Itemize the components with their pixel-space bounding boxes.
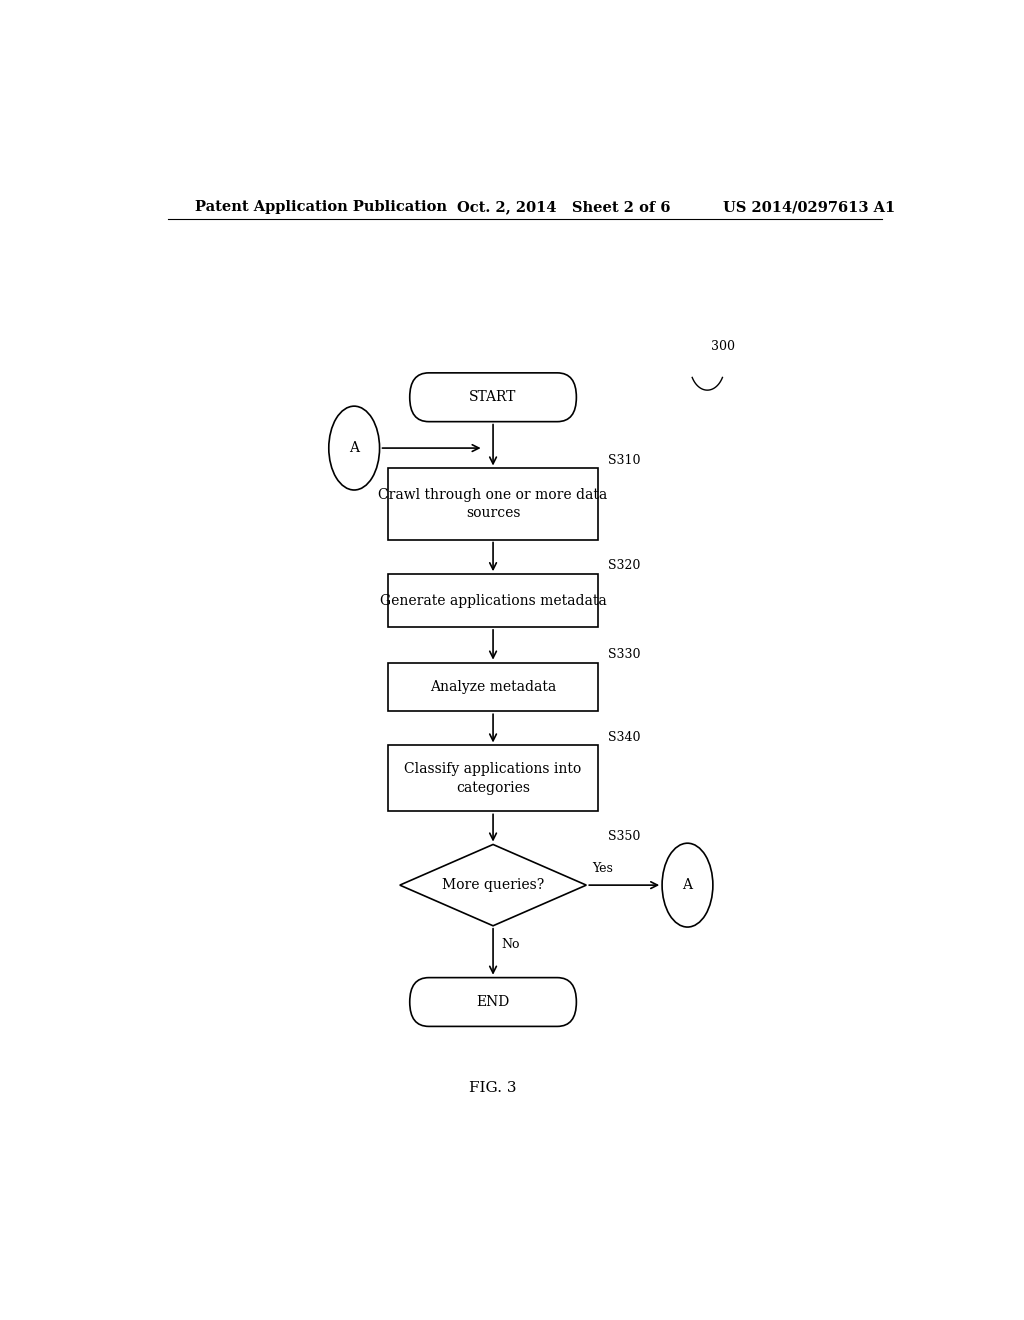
Text: Classify applications into
categories: Classify applications into categories [404, 762, 582, 795]
FancyBboxPatch shape [410, 978, 577, 1027]
Text: S340: S340 [608, 731, 641, 743]
Text: S310: S310 [608, 454, 641, 467]
Ellipse shape [329, 407, 380, 490]
Text: Generate applications metadata: Generate applications metadata [380, 594, 606, 607]
Polygon shape [399, 845, 587, 925]
Text: More queries?: More queries? [442, 878, 544, 892]
Bar [388, 746, 598, 812]
Text: Patent Application Publication: Patent Application Publication [196, 201, 447, 214]
Ellipse shape [663, 843, 713, 927]
Text: A: A [349, 441, 359, 455]
Bar [388, 574, 598, 627]
Text: S330: S330 [608, 648, 641, 661]
Text: S320: S320 [608, 560, 640, 573]
Text: START: START [469, 391, 517, 404]
Text: A: A [682, 878, 692, 892]
FancyBboxPatch shape [410, 372, 577, 421]
Text: Oct. 2, 2014   Sheet 2 of 6: Oct. 2, 2014 Sheet 2 of 6 [458, 201, 671, 214]
Text: No: No [501, 937, 519, 950]
Text: END: END [476, 995, 510, 1008]
Text: 300: 300 [712, 341, 735, 352]
Text: Crawl through one or more data
sources: Crawl through one or more data sources [379, 488, 607, 520]
Text: Yes: Yes [593, 862, 613, 875]
Bar [388, 663, 598, 711]
Text: Analyze metadata: Analyze metadata [430, 680, 556, 694]
Text: US 2014/0297613 A1: US 2014/0297613 A1 [723, 201, 895, 214]
Text: FIG. 3: FIG. 3 [469, 1081, 517, 1096]
Bar [388, 469, 598, 540]
Text: S350: S350 [608, 830, 640, 843]
